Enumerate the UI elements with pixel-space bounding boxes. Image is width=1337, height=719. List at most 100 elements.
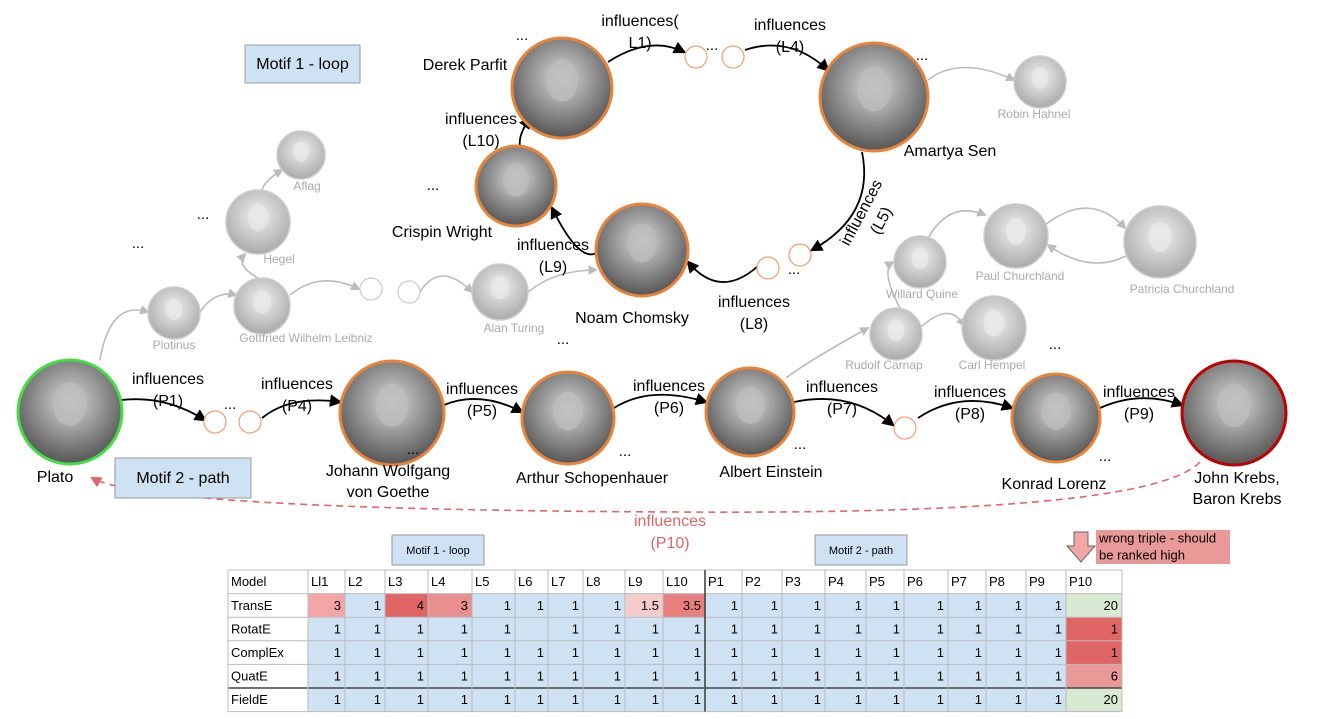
ellipsis: ... (557, 331, 570, 348)
table-value: 1 (855, 692, 862, 707)
table-cell (904, 664, 948, 688)
motif-box (244, 44, 361, 84)
edge (809, 151, 866, 252)
table-value: 1 (537, 598, 544, 613)
table-model: FieldE (231, 692, 268, 707)
table-cell (866, 640, 904, 665)
table-value: 1 (694, 669, 701, 684)
faded-node-label: Hegel (263, 252, 294, 266)
table-cell (583, 664, 625, 688)
table-header: Model (231, 574, 267, 589)
face (165, 298, 183, 321)
table-cell (308, 640, 345, 665)
table-cell (583, 640, 625, 665)
node-label: Baron Krebs (1193, 491, 1282, 508)
note-text: be ranked high (1099, 547, 1185, 562)
edge-label: influences( (601, 13, 679, 30)
faded-edge (419, 275, 474, 294)
faded-node-label: Alan Turing (484, 321, 545, 335)
face (1041, 392, 1071, 430)
table-value: 1 (814, 621, 821, 636)
table-cell (308, 593, 345, 618)
face (735, 386, 765, 424)
table-value: 1 (975, 669, 982, 684)
table-value: 3 (334, 598, 341, 613)
table-value: 1 (1015, 598, 1022, 613)
intermediate-node (238, 410, 262, 434)
faded-edge (785, 327, 870, 379)
faded-edge (919, 312, 965, 329)
faded-node-label: Carl Hempel (959, 358, 1026, 372)
edge (443, 398, 525, 414)
table-value: 1 (771, 692, 778, 707)
edge (121, 398, 208, 422)
table-cell (1066, 688, 1122, 712)
table-value: 1 (937, 692, 944, 707)
face (627, 223, 657, 263)
table-value: 1 (572, 692, 579, 707)
node-label: Albert Einstein (719, 464, 822, 481)
faded-intermediate-node (397, 280, 421, 304)
table-cell (515, 664, 548, 688)
ellipsis: ... (427, 177, 440, 194)
edge-label: (P6) (654, 400, 684, 417)
table-value: 1 (614, 598, 621, 613)
faded-edge (927, 66, 1016, 82)
table-value: 1 (374, 598, 381, 613)
table-cell (625, 593, 663, 618)
table-cell (472, 617, 515, 641)
table-cell (904, 640, 948, 665)
edge (261, 394, 343, 419)
table-cell (866, 593, 904, 618)
table-value: 1 (417, 692, 424, 707)
table-cell (515, 640, 548, 665)
table-model: ComplEx (231, 645, 284, 660)
table-value: 1 (731, 645, 738, 660)
table-value: 1.5 (641, 598, 659, 613)
face (375, 383, 409, 428)
table-value: 3 (461, 598, 468, 613)
table-cell (472, 593, 515, 618)
table-cell (548, 617, 583, 641)
faded-node-label: Patricia Churchland (1130, 282, 1235, 296)
table-value: 1 (334, 645, 341, 660)
edge (686, 260, 759, 283)
table-cell (472, 688, 515, 712)
face (253, 290, 271, 314)
table-value: 1 (374, 621, 381, 636)
node-label: Derek Parfit (423, 57, 508, 74)
face (553, 391, 583, 431)
table-value: 1 (461, 669, 468, 684)
table-cell (583, 688, 625, 712)
table-header: P1 (708, 574, 724, 589)
node-label: Konrad Lorenz (1002, 476, 1107, 493)
table-value: 1 (652, 692, 659, 707)
table-cell (663, 617, 705, 641)
table-value: 1 (334, 621, 341, 636)
table-value: 1 (694, 692, 701, 707)
table-value: 1 (1015, 692, 1022, 707)
table-value: 1 (1015, 621, 1022, 636)
faded-intermediate-node (359, 277, 383, 301)
table-value: 1 (504, 645, 511, 660)
table-cell (625, 640, 663, 665)
intermediate-node (684, 45, 708, 69)
ellipsis: ... (197, 206, 210, 223)
table-header: P5 (869, 574, 885, 589)
table-value: 1 (652, 645, 659, 660)
table-cell (385, 664, 428, 688)
table-cell (948, 593, 986, 618)
table-value: 1 (855, 669, 862, 684)
table-value: 1 (814, 598, 821, 613)
table-value: 1 (652, 621, 659, 636)
face (293, 141, 309, 162)
node-label: Johann Wolfgang (326, 463, 450, 480)
table-value: 1 (537, 645, 544, 660)
table-header: L4 (431, 574, 445, 589)
table-value: 1 (771, 669, 778, 684)
table-value: 1 (504, 621, 511, 636)
table-cell (345, 664, 385, 688)
table-value: 6 (1111, 669, 1118, 684)
table-cell (948, 664, 986, 688)
